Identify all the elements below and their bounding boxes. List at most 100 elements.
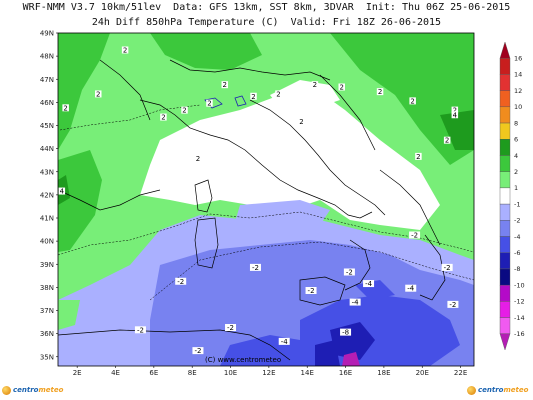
colorbar-segment [499, 171, 511, 189]
colorbar-label: -16 [514, 330, 525, 338]
contour-label: 2 [313, 81, 317, 89]
lat-tick-label: 40N [40, 238, 54, 246]
colorbar-label: 12 [514, 87, 522, 95]
contour-label: 4 [60, 188, 65, 196]
logo-sun-icon [2, 385, 11, 395]
contour-label-box [278, 337, 290, 345]
sicily-coast [299, 276, 346, 306]
colorbar-segment [499, 58, 511, 75]
header-model-info: WRF-NMM V3.7 10km/51lev Data: GFS 13km, … [22, 2, 511, 13]
contour-label-box [181, 106, 188, 114]
france-spain-coast [58, 189, 161, 211]
logo-sun-icon [467, 385, 476, 395]
contour-label-box [349, 298, 361, 306]
contour-label: 2 [96, 90, 100, 98]
contour-label: 2 [182, 107, 186, 115]
lat-tick-label: 43N [40, 168, 54, 176]
contour-plus2-north [59, 104, 201, 131]
contour-label: 2 [161, 114, 165, 122]
contour-label: -2 [444, 264, 451, 272]
colorbar-label: 1 [514, 184, 518, 192]
contour-label-box [134, 326, 146, 334]
contour-label: 2 [207, 100, 211, 108]
lake-garda [234, 95, 247, 107]
contour-label: -2 [346, 269, 353, 277]
corsica-coast [194, 179, 213, 213]
contour-label-box [338, 83, 345, 91]
field-negative-1-2-north [235, 200, 330, 228]
contour-label-box [298, 118, 305, 126]
contour-label-box [121, 46, 129, 54]
colorbar-label: -6 [514, 249, 520, 257]
lat-tick-label: 37N [40, 307, 54, 315]
contour-label: 2 [276, 90, 280, 98]
field-negative-16 [342, 352, 360, 366]
lon-tick-label: 12E [262, 369, 275, 377]
colorbar-segment [499, 139, 511, 156]
watermark-text: (C) www.centrometeo [205, 356, 281, 364]
longitude-ticks: 2E 4E 6E 8E 10E 12E 14E 16E 18E 20E 22E [73, 366, 467, 377]
lat-tick-label: 44N [40, 145, 54, 153]
colorbar-segment [499, 106, 511, 124]
contour-label-box [451, 106, 459, 114]
contour-label: -2 [252, 264, 259, 272]
colorbar-segment [499, 220, 511, 237]
contour-label-box [343, 268, 355, 276]
colorbar-segment [499, 155, 511, 172]
contour-label-box [194, 155, 202, 163]
centrometeo-logo-right: centro meteo [467, 382, 528, 398]
colorbar-segment [499, 122, 511, 140]
colorbar-segment [499, 74, 511, 91]
contour-lines [58, 104, 474, 301]
logo-left-text-a: centro [13, 386, 39, 394]
field-near-zero-north [270, 80, 340, 110]
contour-label-box [58, 187, 66, 195]
contour-label: -2 [308, 287, 315, 295]
contour-label-box [409, 97, 416, 105]
lon-tick-label: 2E [73, 369, 82, 377]
colorbar-label: 6 [514, 136, 518, 144]
colorbar-label: -4 [514, 233, 520, 241]
colorbar: 16 14 12 10 8 6 4 2 1 -1 -2 -4 -6 -8 -10 -12 -14 -16 [499, 41, 525, 351]
field-positive-2-4-alps [150, 33, 262, 70]
colorbar-label: 8 [514, 119, 518, 127]
field-positive-4-6-east [440, 110, 474, 150]
contour-label: -2 [227, 324, 234, 332]
contour-label: -2 [449, 301, 456, 309]
contour-label: 4 [453, 111, 458, 119]
colorbar-label: 4 [514, 152, 518, 160]
colorbar-label: -10 [514, 281, 525, 289]
lat-tick-label: 48N [40, 53, 54, 61]
contour-label-box [447, 300, 459, 308]
field-near-zero [140, 92, 440, 230]
balkan-coast [379, 169, 441, 246]
calabria-coast [344, 239, 371, 291]
colorbar-segment [499, 284, 511, 302]
lon-tick-label: 6E [149, 369, 158, 377]
colorbar-label: -1 [514, 200, 520, 208]
contour-label-box [62, 104, 69, 112]
logo-right-text-a: centro [478, 386, 504, 394]
field-negative-6-8-south [315, 340, 340, 366]
contour-label: 2 [123, 47, 127, 55]
lat-tick-label: 41N [40, 215, 54, 223]
colorbar-label: 2 [514, 168, 518, 176]
latitude-ticks: 35N 36N 37N 38N 39N 40N 41N 42N 43N 44N 45N 46N 47N 4… [40, 30, 58, 361]
colorbar-segment [499, 317, 511, 334]
contour-label-box [376, 88, 384, 96]
lon-tick-label: 14E [301, 369, 314, 377]
colorbar-label: 16 [514, 55, 522, 63]
field-positive-2-4-west [58, 33, 110, 150]
contour-minus1 [58, 211, 474, 256]
lat-tick-label: 49N [40, 30, 54, 38]
logo-right-text-b: meteo [503, 386, 529, 394]
contour-label-box [95, 90, 102, 98]
france-border [99, 59, 151, 121]
centrometeo-logo-left: centro meteo [2, 382, 63, 398]
logo-left-text-b: meteo [38, 386, 64, 394]
sardinia-coast [194, 217, 219, 269]
contour-label: 2 [223, 81, 227, 89]
lat-tick-label: 36N [40, 330, 54, 338]
